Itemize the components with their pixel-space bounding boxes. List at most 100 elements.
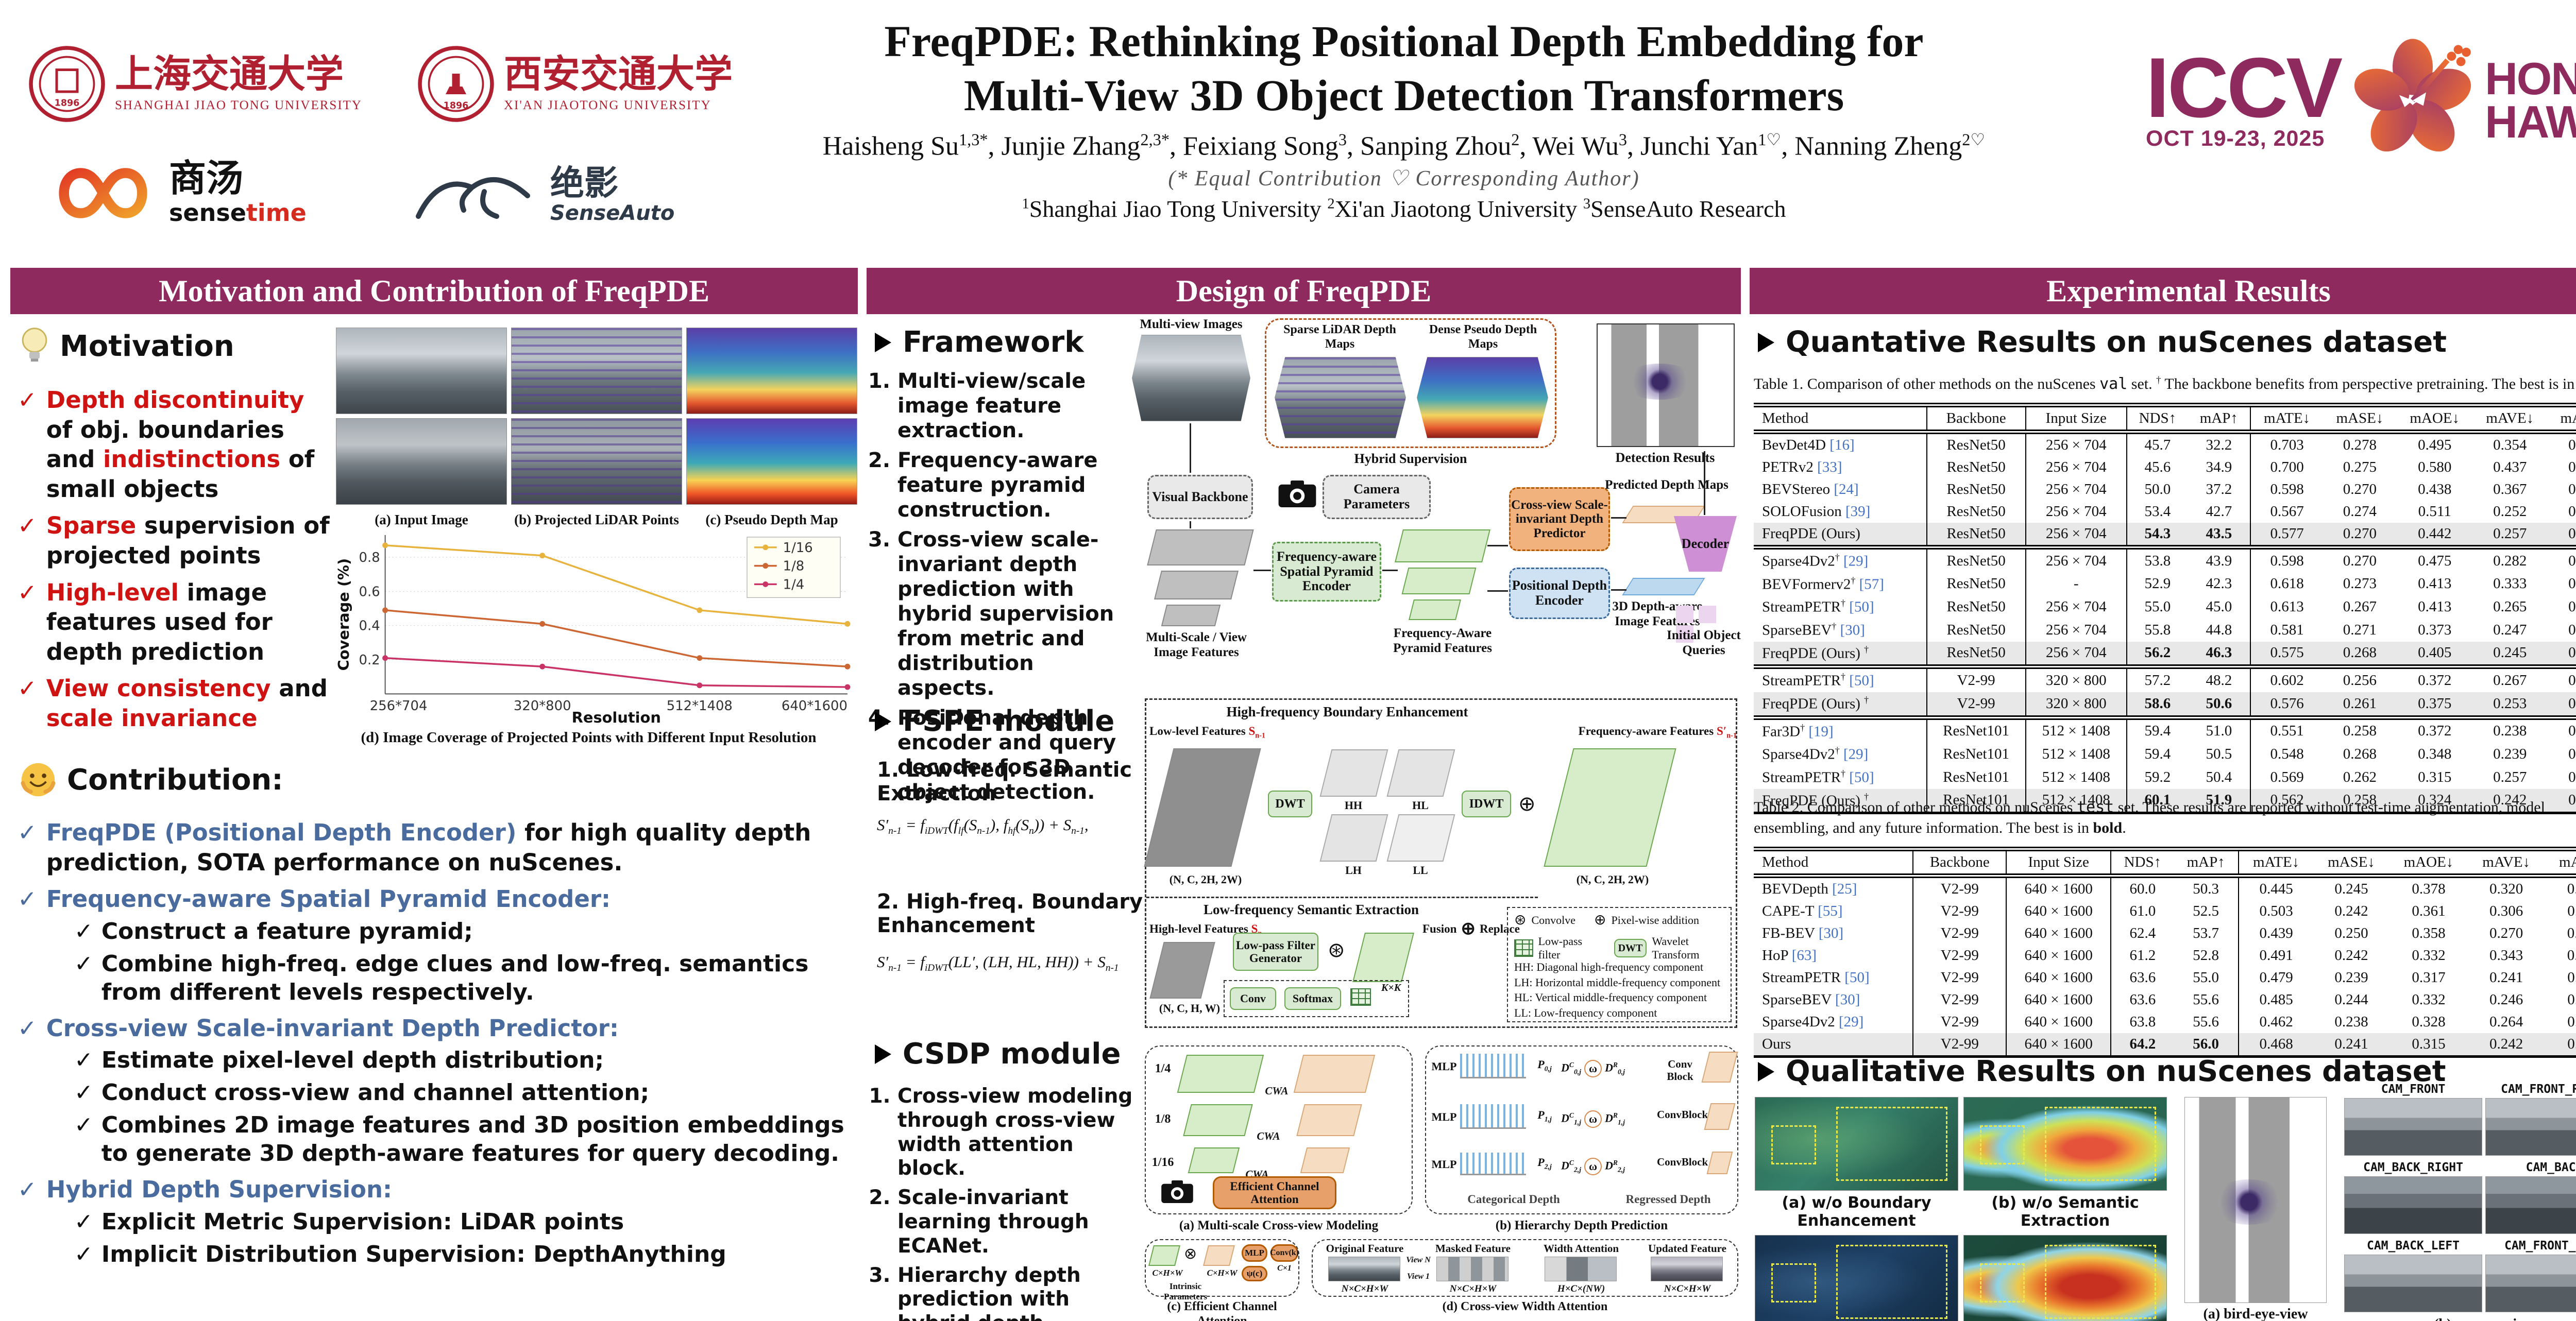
dwt-box: DWT [1268,791,1312,817]
convblock-label: Conv Block [1667,1058,1693,1083]
check-icon: ✓ [18,819,37,846]
positional-depth-encoder-box: Positional Depth Encoder [1509,568,1610,619]
freq-aware-plane [1544,748,1676,867]
table-nuscenes-val: Method Backbone Input Size NDS↑ mAP↑ mATE↓ mAS… [1754,403,2576,815]
feature-stage-label: Width Attention [1543,1242,1619,1255]
arrow-bullet-icon [875,1044,891,1064]
legend-def: LL: Low-frequency component [1514,1006,1657,1020]
chart-caption: (d) Image Coverage of Projected Points w… [361,729,817,746]
middle-column-header: Design of FreqPDE [867,268,1741,314]
contribution-sublist: ✓ Estimate pixel-level depth distribution… [74,1046,853,1168]
camera-parameters-box: Camera Parameters [1323,475,1431,519]
svg-text:1/4: 1/4 [783,577,805,592]
check-icon: ✓ [18,885,37,913]
qualitative-heading: Qualitative Results on nuScenes dataset [1758,1055,2446,1088]
svg-text:Resolution: Resolution [572,709,661,726]
feature-dim-label: N×C×H×W [1341,1283,1388,1294]
senseauto-name-cn: 绝影 [550,163,618,203]
feature-cube [1436,1257,1509,1281]
omega-icon: ω [1584,1158,1602,1175]
convk-chip: Conv(k) [1270,1244,1299,1262]
check-icon: ✓ [18,578,37,606]
heatmap-caption: (b) w/o Semantic Extraction [1991,1194,2139,1230]
arrow-bullet-icon [1758,332,1774,352]
d-label-row: DC1,j ω DR1,j [1561,1110,1625,1128]
contribution-item: ✓ FreqPDE (Positional Depth Encoder) for … [18,818,853,877]
pixel-add-icon: ⊕ [1518,792,1536,816]
text-segment: image features used for depth prediction [46,578,273,665]
check-icon: ✓ [74,1208,93,1235]
zoom-box [1836,1245,1948,1319]
heatmap-w-semantic [1963,1235,2167,1321]
check-icon: ✓ [74,1112,93,1139]
output-chip [1203,1245,1235,1266]
conv-box: Conv [1230,987,1276,1010]
sjtu-seal-icon: 1896 [29,46,105,122]
initial-queries-row [1676,606,1739,645]
softmax-box: Softmax [1284,987,1341,1010]
initial-object-queries-label: Initial Object Queries [1667,628,1741,657]
svg-text:1896: 1896 [444,101,469,111]
text-segment: Combine high-freq. edge clues and low-fr… [101,950,809,1005]
left-column-header: Motivation and Contribution of FreqPDE [10,268,858,314]
svg-text:0.2: 0.2 [359,653,380,668]
fspe-diagram: High-frequency Boundary Enhancement Low-… [1144,698,1737,1028]
feature-cube [1651,1257,1723,1281]
contribution-text: Frequency-aware Spatial Pyramid Encoder: [46,885,611,913]
camera-label: CAM_FRONT [2381,1083,2446,1096]
bev-rings [1622,363,1697,400]
svg-text:1896: 1896 [55,98,80,109]
csdp-panel-d: Original Feature N×C×H×W Masked Feature … [1312,1239,1738,1297]
pyramid-feature-plane [1395,529,1490,562]
attended-feature-plane [1293,1055,1376,1093]
table1-caption: Table 1. Comparison of other methods on … [1754,375,2576,393]
depth-feature-plane [1706,1152,1733,1174]
cwa-label: CWA [1265,1085,1289,1097]
csdp-steps: Cross-view modeling through cross-view w… [897,1085,1134,1321]
fspe-item-2: 2. High-freq. Boundary Enhancement [877,890,1143,937]
dims-label: (N, C, H, W) [1159,1002,1221,1015]
csdp-step: Scale-invariant learning through ECANet. [897,1186,1134,1258]
zoom-box [1771,1125,1816,1164]
middle-column: Design of FreqPDE Framework Multi-view/s… [867,268,1741,1321]
c1-label: C×1 [1277,1264,1292,1273]
bird-eye-view-image [2184,1097,2327,1303]
ll-tile [1386,814,1455,862]
feature-dim-label: H×C×(NW) [1557,1283,1605,1294]
motivation-figures: (a) Input Image (b) Projected LiDAR Poin… [336,328,857,528]
framework-step: Cross-view scale-invariant depth predict… [897,527,1124,700]
figure-caption-a: (a) Input Image [375,512,468,527]
feature-stage-label: Original Feature [1326,1242,1404,1255]
text-segment: Frequency-aware Features [1578,725,1717,737]
contribution-subitem: ✓ Combines 2D image features and 3D posit… [74,1111,853,1168]
senseauto-logo: 绝影 SenseAuto [407,165,726,227]
intrinsic-parameters-label: Intrinsic Parameters [1163,1281,1207,1301]
csdp-caption-a: (a) Multi-scale Cross-view Modeling [1179,1219,1379,1232]
high-level-plane [1149,942,1215,999]
kxk-label: K×K [1381,982,1401,993]
check-icon: ✓ [74,1047,93,1074]
heatmap-caption: (a) w/o Boundary Enhancement [1782,1194,1931,1230]
motivation-list: ✓ Depth discontinuity of obj. boundaries … [18,385,334,741]
depth-histogram [1460,1054,1526,1078]
low-level-features-label: Low-level Features Sn-1 [1149,725,1278,740]
qualitative-title: Qualitative Results on nuScenes dataset [1786,1055,2446,1088]
chw-label: C×H×W [1207,1268,1238,1278]
input-image-photo [336,328,507,414]
predicted-depth-label: Predicted Depth Maps [1605,478,1728,492]
mlp-label: MLP [1431,1110,1457,1123]
feature-plane [1161,605,1221,626]
camera-photo [2485,1176,2576,1234]
dims-label: (N, C, 2H, 2W) [1169,873,1242,886]
lidar-points-photo [511,328,682,414]
legend-def: LH: Horizontal middle-frequency componen… [1514,975,1721,989]
fspe-title: FSPE module [903,705,1115,738]
svg-text:640*1600: 640*1600 [782,698,848,714]
legend-label: Low-pass filter [1538,935,1583,961]
csdp-heading: CSDP module [875,1037,1121,1071]
text-segment: DR1,j [1605,1111,1625,1126]
legend-definitions: HH: Diagonal high-frequency component LH… [1514,959,1720,1021]
divider [1146,897,1538,898]
idwt-box: IDWT [1462,791,1511,817]
text-segment: High-level [46,578,179,606]
